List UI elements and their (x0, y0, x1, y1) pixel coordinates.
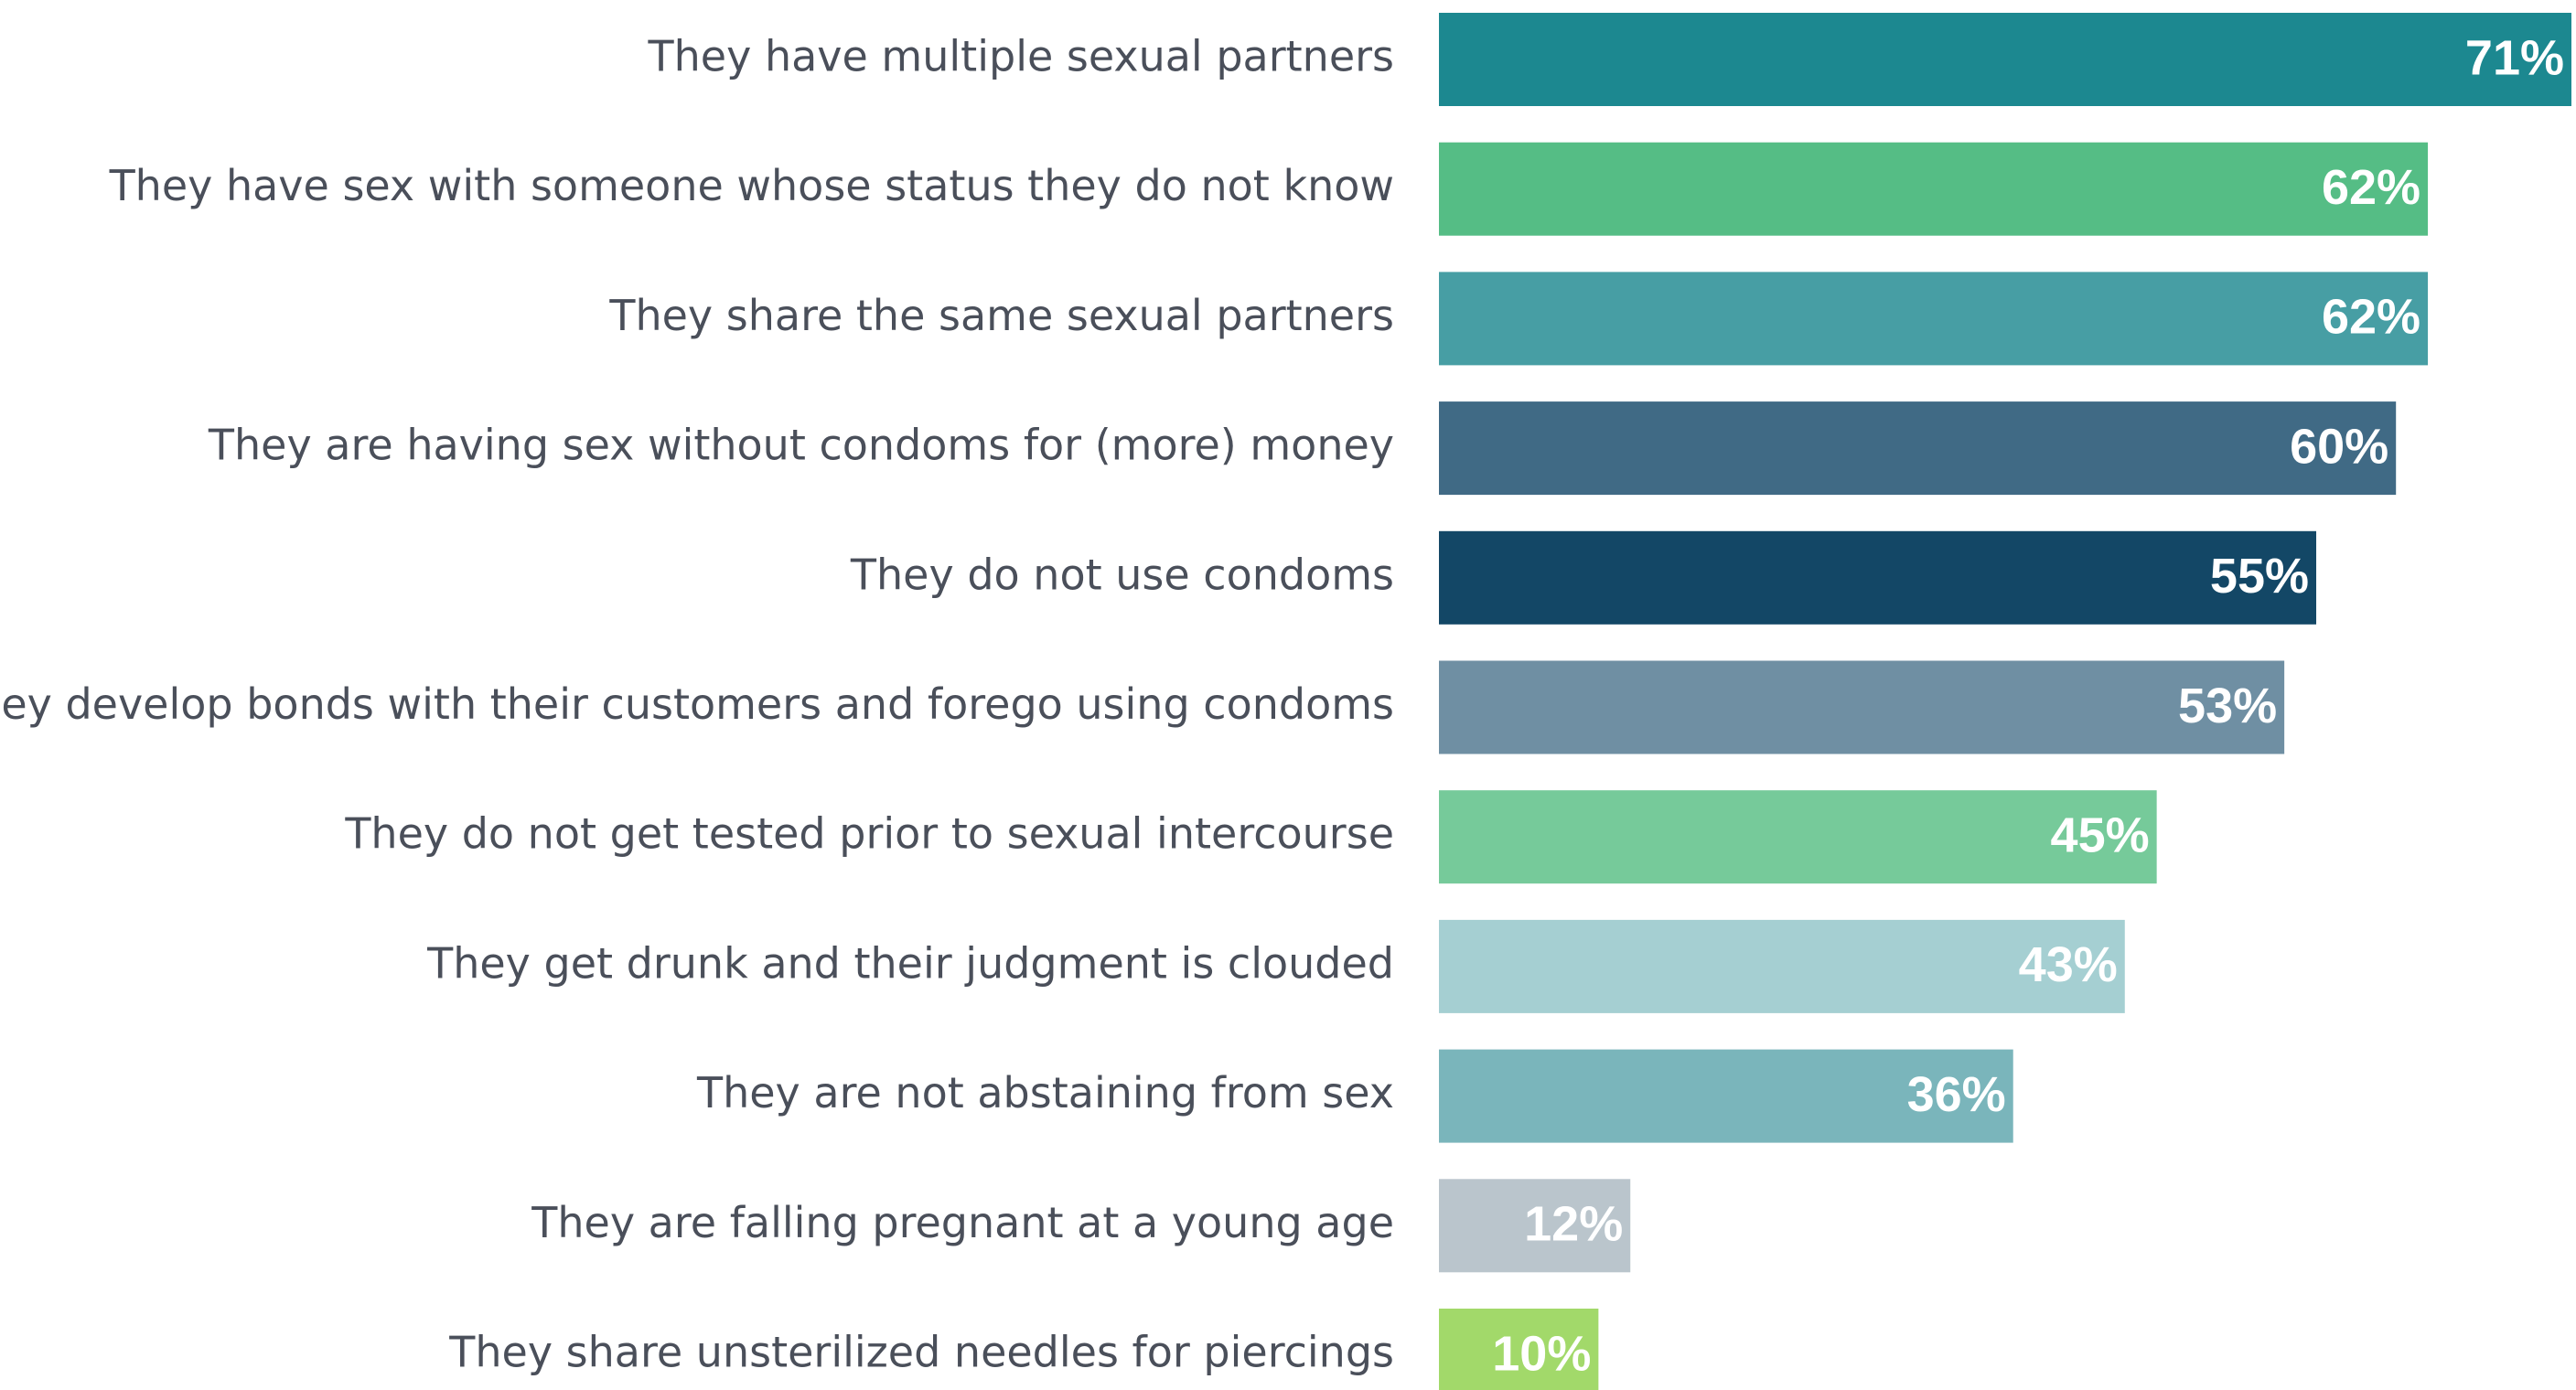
category-label: They are falling pregnant at a young age (531, 1198, 1394, 1247)
value-label: 36% (1907, 1067, 2006, 1122)
bar (1439, 1309, 1599, 1390)
bar (1439, 790, 2157, 884)
bar (1439, 272, 2429, 366)
category-label: They share the same sexual partners (608, 291, 1394, 340)
category-label: They do not get tested prior to sexual i… (344, 809, 1394, 859)
value-label: 62% (2322, 160, 2420, 215)
category-label: They get drunk and their judgment is clo… (426, 938, 1394, 988)
category-label: They develop bonds with their customers … (0, 679, 1394, 729)
category-label: They are not abstaining from sex (696, 1068, 1394, 1117)
value-label: 43% (2019, 937, 2118, 992)
category-label: They do not use condoms (850, 550, 1394, 599)
value-label: 12% (1524, 1197, 1623, 1252)
category-label: They share unsterilized needles for pier… (448, 1328, 1394, 1377)
value-label: 55% (2210, 549, 2309, 604)
value-label: 60% (2290, 419, 2388, 474)
value-label: 10% (1492, 1326, 1591, 1381)
bar (1439, 13, 2571, 106)
value-label: 62% (2322, 290, 2420, 345)
bar (1439, 1179, 1631, 1273)
bar (1439, 660, 2285, 754)
value-label: 45% (2051, 807, 2150, 862)
category-label: They have multiple sexual partners (648, 32, 1394, 81)
category-label: They are having sex without condoms for … (208, 421, 1394, 470)
category-label: They have sex with someone whose status … (109, 161, 1394, 210)
bar (1439, 401, 2397, 496)
bar (1439, 142, 2429, 236)
bar (1439, 530, 2317, 625)
value-label: 53% (2178, 679, 2277, 733)
bar (1439, 919, 2125, 1013)
value-label: 71% (2465, 30, 2564, 85)
bar (1439, 1049, 2013, 1143)
